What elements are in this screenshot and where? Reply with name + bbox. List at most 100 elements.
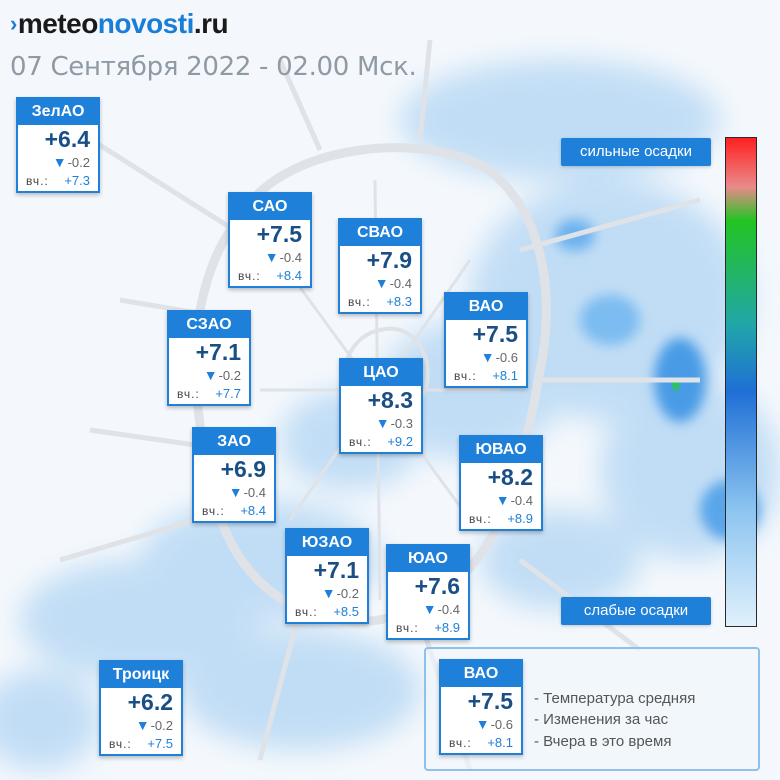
district-card[interactable]: СВАО +7.9 ▼-0.4 вч.: +8.3 [338,218,422,314]
district-card[interactable]: ВАО +7.5 ▼-0.6 вч.: +8.1 [444,292,528,388]
district-name: ЗАО [194,429,274,455]
triangle-down-icon: ▼ [321,585,336,601]
triangle-down-icon: ▼ [422,601,437,617]
triangle-down-icon: ▼ [135,717,150,733]
triangle-down-icon: ▼ [495,492,510,508]
district-temp: +6.9 [220,456,266,482]
district-change: ▼-0.2 [136,717,173,733]
district-card[interactable]: ЗелАО +6.4 ▼-0.2 вч.: +7.3 [16,97,100,193]
legend-line-temperature: - Температура средняя [534,690,696,707]
district-change-value: -0.6 [495,350,518,365]
district-yesterday: +7.3 [64,173,90,188]
district-card[interactable]: ЮВАО +8.2 ▼-0.4 вч.: +8.9 [459,435,543,531]
logo-part-meteo: meteo [17,8,98,39]
district-name: ЮАО [388,546,468,572]
precipitation-color-scale [725,137,757,627]
yesterday-label: вч.: [26,174,49,188]
yesterday-label: вч.: [469,512,492,526]
district-change-value: -0.2 [67,155,90,170]
triangle-down-icon: ▼ [228,484,243,500]
district-change-value: -0.2 [218,368,241,383]
district-change-value: -0.2 [336,586,359,601]
district-change: ▼-0.4 [375,275,412,291]
district-change-value: -0.2 [150,718,173,733]
site-logo[interactable]: ›meteonovosti.ru [10,8,229,40]
district-card[interactable]: ЦАО +8.3 ▼-0.3 вч.: +9.2 [339,358,423,454]
district-name: ВАО [446,294,526,320]
triangle-down-icon: ▼ [374,275,389,291]
district-temp: +7.5 [472,321,518,347]
district-yesterday: +8.5 [333,604,359,619]
district-change: ▼-0.3 [376,415,413,431]
yesterday-label: вч.: [109,737,132,751]
district-card[interactable]: ЮАО +7.6 ▼-0.4 вч.: +8.9 [386,544,470,640]
district-name: ЦАО [341,360,421,386]
yesterday-label: вч.: [454,369,477,383]
district-name: Троицк [101,662,181,688]
yesterday-label: вч.: [177,387,200,401]
legend-line-change: - Изменения за час [534,711,669,728]
district-name: ЮЗАО [287,530,367,556]
yesterday-label: вч.: [295,605,318,619]
district-change: ▼-0.4 [496,492,533,508]
district-change: ▼-0.2 [53,154,90,170]
district-temp: +8.2 [487,464,533,490]
yesterday-label: вч.: [449,736,472,750]
district-temp: +7.1 [313,557,359,583]
heavy-precipitation-label: сильные осадки [561,138,711,166]
district-temp: +6.2 [127,689,173,715]
district-change-value: -0.4 [279,250,302,265]
triangle-down-icon: ▼ [480,349,495,365]
district-name: СВАО [340,220,420,246]
district-card[interactable]: САО +7.5 ▼-0.4 вч.: +8.4 [228,192,312,288]
district-name: ВАО [441,661,521,687]
district-change: ▼-0.4 [423,601,460,617]
district-temp: +7.6 [414,573,460,599]
light-precipitation-label: слабые осадки [561,597,711,625]
legend-line-yesterday: - Вчера в это время [534,733,672,750]
district-change-value: -0.4 [437,602,460,617]
district-yesterday: +8.4 [276,268,302,283]
district-name: ЮВАО [461,437,541,463]
triangle-down-icon: ▼ [264,249,279,265]
logo-part-domain: .ru [193,8,229,39]
district-temp: +7.5 [467,688,513,714]
district-name: СЗАО [169,312,249,338]
district-name: ЗелАО [18,99,98,125]
district-change-value: -0.4 [243,485,266,500]
district-card[interactable]: СЗАО +7.1 ▼-0.2 вч.: +7.7 [167,310,251,406]
district-temp: +8.3 [367,387,413,413]
district-yesterday: +8.9 [507,511,533,526]
logo-mark: › [10,11,17,36]
forecast-date: 07 Сентября 2022 - 02.00 Мск. [10,52,417,82]
district-temp: +6.4 [44,126,90,152]
district-yesterday: +7.5 [147,736,173,751]
district-name: САО [230,194,310,220]
district-change-value: -0.6 [490,717,513,732]
district-card[interactable]: ЗАО +6.9 ▼-0.4 вч.: +8.4 [192,427,276,523]
yesterday-label: вч.: [238,269,261,283]
district-change: ▼-0.6 [481,349,518,365]
district-change-value: -0.4 [510,493,533,508]
district-change: ▼-0.6 [476,716,513,732]
yesterday-label: вч.: [348,295,371,309]
district-yesterday: +8.4 [240,503,266,518]
yesterday-label: вч.: [202,504,225,518]
district-yesterday: +8.9 [434,620,460,635]
district-temp: +7.1 [195,339,241,365]
district-change: ▼-0.2 [204,367,241,383]
yesterday-label: вч.: [349,435,372,449]
district-temp: +7.5 [256,221,302,247]
district-change: ▼-0.2 [322,585,359,601]
triangle-down-icon: ▼ [52,154,67,170]
triangle-down-icon: ▼ [475,716,490,732]
logo-part-novosti: novosti [97,8,195,39]
triangle-down-icon: ▼ [203,367,218,383]
district-change: ▼-0.4 [229,484,266,500]
district-card[interactable]: Троицк +6.2 ▼-0.2 вч.: +7.5 [99,660,183,756]
yesterday-label: вч.: [396,621,419,635]
district-yesterday: +9.2 [387,434,413,449]
district-change-value: -0.3 [390,416,413,431]
district-yesterday: +7.7 [215,386,241,401]
district-card[interactable]: ЮЗАО +7.1 ▼-0.2 вч.: +8.5 [285,528,369,624]
